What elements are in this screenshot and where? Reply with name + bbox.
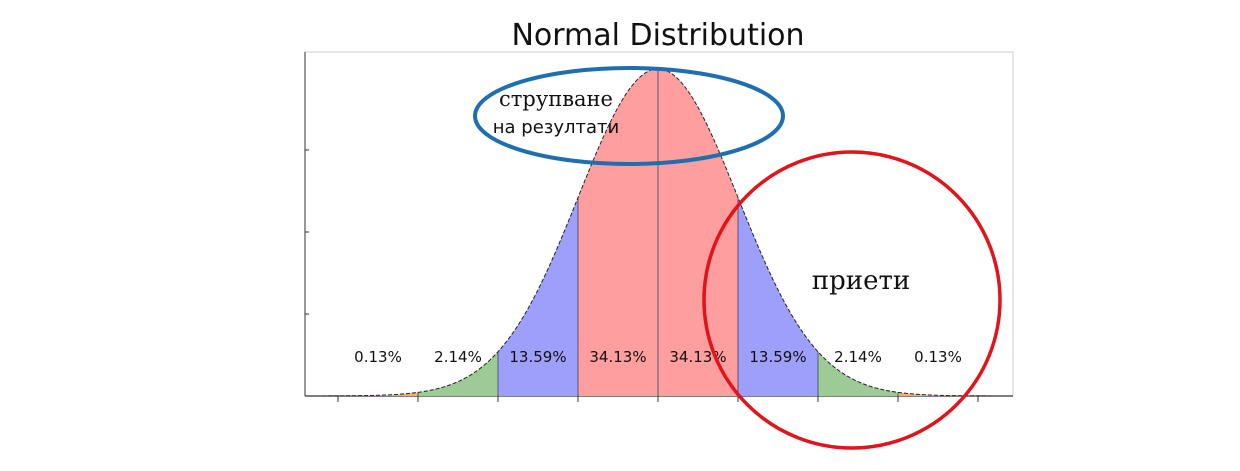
- cluster-annotation-line2: на резултати: [493, 117, 619, 138]
- curve-layer: [322, 68, 994, 397]
- tick-layer: [305, 149, 979, 402]
- band-4: [658, 68, 738, 397]
- band-3: [578, 68, 658, 397]
- chart-title: Normal Distribution: [511, 18, 804, 53]
- cluster-annotation-line1: струпване: [499, 87, 613, 111]
- cluster-ellipse: [473, 66, 785, 166]
- band-label-0: 0.13%: [354, 348, 402, 366]
- band-5: [738, 197, 818, 396]
- accepted-circle: [702, 150, 1002, 450]
- band-1: [418, 351, 498, 396]
- band-0: [338, 392, 418, 396]
- band-label-1: 2.14%: [434, 348, 482, 366]
- band-label-3: 34.13%: [589, 348, 646, 366]
- band-6: [818, 351, 898, 396]
- band-label-2: 13.59%: [509, 348, 566, 366]
- accepted-annotation: приети: [812, 266, 910, 296]
- band-label-5: 13.59%: [749, 348, 806, 366]
- band-7: [898, 392, 978, 396]
- band-label-6: 2.14%: [834, 348, 882, 366]
- band-label-7: 0.13%: [914, 348, 962, 366]
